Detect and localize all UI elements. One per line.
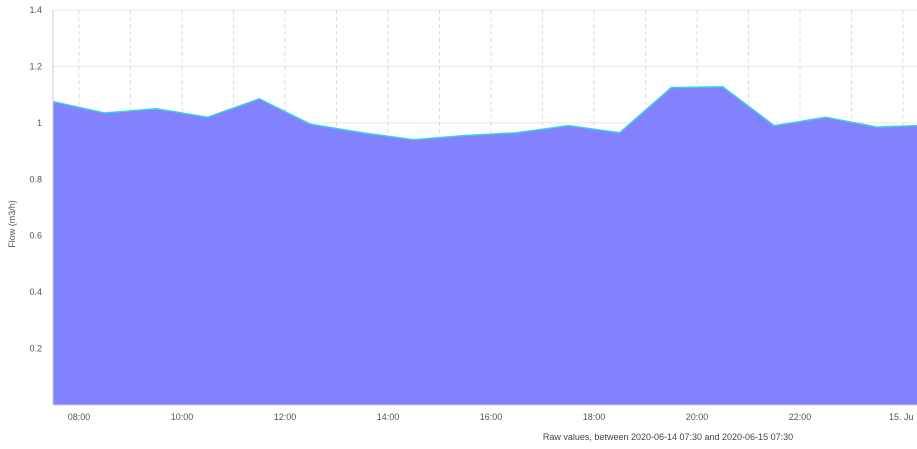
data-point [207, 117, 208, 118]
x-tick-label: 08:00 [68, 412, 91, 422]
x-tick-label: 12:00 [274, 412, 297, 422]
y-tick-label: 0.8 [29, 174, 42, 184]
data-point [362, 132, 363, 133]
x-tick-label: 16:00 [480, 412, 503, 422]
y-axis-title: Flow (m3/h) [7, 200, 17, 248]
y-tick-label: 1.2 [29, 61, 42, 71]
x-tick-label: 15. Ju [889, 412, 914, 422]
data-point [465, 135, 466, 136]
data-point [156, 108, 157, 109]
x-tick-label: 18:00 [583, 412, 606, 422]
y-tick-label: 0.6 [29, 231, 42, 241]
x-tick-label: 14:00 [377, 412, 400, 422]
x-tick-label: 10:00 [171, 412, 194, 422]
data-point [774, 125, 775, 126]
data-point [619, 132, 620, 133]
data-point [516, 132, 517, 133]
data-point [259, 98, 260, 99]
x-tick-label: 22:00 [789, 412, 812, 422]
data-point [310, 124, 311, 125]
data-point [413, 139, 414, 140]
data-point [104, 112, 105, 113]
y-tick-label: 1 [37, 118, 42, 128]
x-axis-caption: Raw values, between 2020-06-14 07:30 and… [543, 432, 793, 442]
x-tick-label: 20:00 [686, 412, 709, 422]
data-point [825, 117, 826, 118]
y-tick-label: 0.4 [29, 287, 42, 297]
data-point [877, 127, 878, 128]
y-tick-label: 0.2 [29, 344, 42, 354]
data-point [722, 86, 723, 87]
data-point [671, 87, 672, 88]
y-tick-label: 1.4 [29, 5, 42, 15]
area-layer [53, 86, 917, 405]
data-point [568, 125, 569, 126]
